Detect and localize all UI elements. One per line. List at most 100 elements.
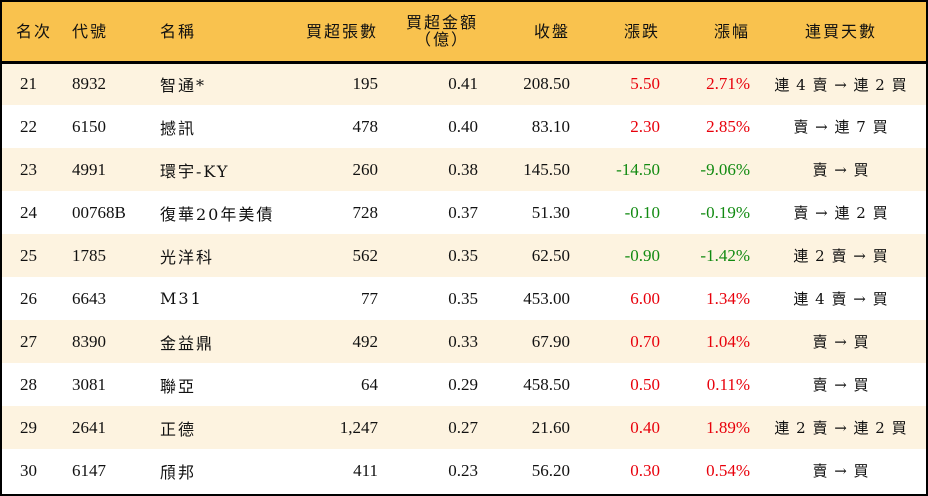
cell-change: 0.50	[630, 374, 660, 394]
cell-rank: 24	[20, 202, 37, 222]
cell-close: 67.90	[531, 331, 570, 351]
cell-code: 8390	[72, 331, 106, 351]
table-body: 21 8932 智通* 195 0.41 208.50 5.50 2.71% 連…	[2, 62, 926, 492]
cell-change-pct: 1.34%	[706, 288, 750, 308]
cell-buy-amount: 0.23	[448, 460, 478, 480]
cell-change: 0.30	[630, 460, 660, 480]
cell-consecutive-days: 連 2 賣 → 買	[793, 247, 889, 265]
cell-rank: 26	[20, 288, 37, 308]
cell-buy-amount: 0.41	[448, 74, 478, 94]
table-row[interactable]: 23 4991 環宇-KY 260 0.38 145.50 -14.50 -9.…	[2, 148, 926, 191]
cell-change: 5.50	[630, 74, 660, 94]
cell-consecutive-days: 連 4 賣 → 連 2 買	[774, 75, 908, 94]
cell-change: 0.40	[630, 417, 660, 437]
cell-name[interactable]: 環宇-KY	[160, 161, 230, 181]
cell-name[interactable]: 撼訊	[160, 118, 197, 138]
cell-change-pct: -1.42%	[700, 245, 750, 265]
cell-consecutive-days: 賣 → 買	[812, 376, 870, 394]
cell-buy-amount: 0.38	[448, 159, 478, 179]
cell-change-pct: 1.04%	[706, 331, 750, 351]
table-row[interactable]: 27 8390 金益鼎 492 0.33 67.90 0.70 1.04% 賣 …	[2, 320, 926, 363]
cell-name[interactable]: 復華20年美債	[160, 204, 275, 224]
cell-name[interactable]: 頎邦	[160, 462, 197, 482]
cell-code: 2641	[72, 417, 106, 437]
cell-close: 208.50	[523, 74, 570, 94]
cell-buy-volume: 1,247	[339, 417, 378, 437]
cell-rank: 27	[20, 331, 37, 351]
cell-rank: 30	[20, 460, 37, 480]
cell-close: 56.20	[531, 460, 570, 480]
cell-consecutive-days: 賣 → 連 7 買	[793, 118, 889, 136]
cell-consecutive-days: 賣 → 買	[812, 333, 870, 351]
cell-close: 145.50	[523, 159, 570, 179]
cell-change: -0.90	[624, 245, 660, 265]
cell-change-pct: 0.11%	[706, 374, 750, 394]
header-buy-amount-line1: 買超金額	[405, 13, 478, 33]
cell-change-pct: -9.06%	[700, 159, 750, 179]
cell-close: 83.10	[531, 116, 570, 136]
cell-rank: 23	[20, 159, 37, 179]
cell-close: 51.30	[531, 202, 570, 222]
cell-name[interactable]: 光洋科	[160, 247, 215, 267]
cell-code: 6147	[72, 460, 106, 480]
cell-change-pct: 1.89%	[706, 417, 750, 437]
cell-buy-volume: 195	[352, 74, 379, 94]
table-row[interactable]: 29 2641 正德 1,247 0.27 21.60 0.40 1.89% 連…	[2, 406, 926, 449]
cell-consecutive-days: 賣 → 買	[812, 161, 870, 179]
header-buy-volume[interactable]: 買超張數	[280, 2, 384, 64]
table-row[interactable]: 28 3081 聯亞 64 0.29 458.50 0.50 0.11% 賣 →…	[2, 363, 926, 406]
cell-name[interactable]: 金益鼎	[160, 333, 215, 353]
header-buy-amount-line2: （億）	[414, 30, 469, 50]
cell-change-pct: 2.71%	[706, 74, 750, 94]
header-change[interactable]: 漲跌	[576, 2, 666, 64]
cell-consecutive-days: 連 2 賣 → 連 2 買	[774, 419, 908, 437]
cell-buy-amount: 0.29	[448, 374, 478, 394]
cell-close: 453.00	[523, 288, 570, 308]
cell-name[interactable]: 智通*	[160, 76, 207, 96]
cell-close: 21.60	[531, 417, 570, 437]
header-name[interactable]: 名稱	[140, 2, 280, 64]
cell-consecutive-days: 賣 → 連 2 買	[793, 204, 889, 222]
cell-code: 8932	[72, 74, 106, 94]
header-consecutive-days[interactable]: 連買天數	[756, 2, 926, 64]
cell-code: 1785	[72, 245, 106, 265]
cell-buy-volume: 478	[352, 116, 379, 136]
table-row[interactable]: 21 8932 智通* 195 0.41 208.50 5.50 2.71% 連…	[2, 62, 926, 105]
cell-rank: 25	[20, 245, 37, 265]
cell-rank: 21	[20, 74, 37, 94]
cell-change-pct: 2.85%	[706, 116, 750, 136]
header-rank[interactable]: 名次	[2, 2, 62, 64]
cell-buy-amount: 0.37	[448, 202, 478, 222]
cell-name[interactable]: 聯亞	[160, 376, 197, 396]
cell-buy-volume: 64	[361, 374, 378, 394]
cell-change-pct: -0.19%	[700, 202, 750, 222]
header-close[interactable]: 收盤	[484, 2, 576, 64]
cell-code: 6643	[72, 288, 106, 308]
cell-code: 3081	[72, 374, 106, 394]
header-change-pct[interactable]: 漲幅	[666, 2, 756, 64]
cell-code: 00768B	[72, 202, 126, 222]
cell-buy-amount: 0.40	[448, 116, 478, 136]
header-buy-amount[interactable]: 買超金額 （億）	[384, 2, 484, 64]
header-code[interactable]: 代號	[62, 2, 140, 64]
cell-rank: 29	[20, 417, 37, 437]
cell-buy-amount: 0.35	[448, 245, 478, 265]
cell-name[interactable]: 正德	[160, 419, 197, 439]
cell-buy-volume: 260	[352, 159, 379, 179]
cell-buy-volume: 728	[352, 202, 379, 222]
cell-change: 2.30	[630, 116, 660, 136]
table-row[interactable]: 24 00768B 復華20年美債 728 0.37 51.30 -0.10 -…	[2, 191, 926, 234]
cell-buy-amount: 0.27	[448, 417, 478, 437]
cell-consecutive-days: 賣 → 買	[812, 462, 870, 480]
table-row[interactable]: 30 6147 頎邦 411 0.23 56.20 0.30 0.54% 賣 →…	[2, 449, 926, 492]
cell-name[interactable]: M31	[160, 289, 203, 308]
table-row[interactable]: 22 6150 撼訊 478 0.40 83.10 2.30 2.85% 賣 →…	[2, 105, 926, 148]
cell-consecutive-days: 連 4 賣 → 買	[793, 290, 889, 308]
table-row[interactable]: 25 1785 光洋科 562 0.35 62.50 -0.90 -1.42% …	[2, 234, 926, 277]
table-row[interactable]: 26 6643 M31 77 0.35 453.00 6.00 1.34% 連 …	[2, 277, 926, 320]
cell-code: 4991	[72, 159, 106, 179]
cell-rank: 22	[20, 116, 37, 136]
cell-buy-volume: 77	[361, 288, 378, 308]
cell-buy-volume: 492	[352, 331, 379, 351]
